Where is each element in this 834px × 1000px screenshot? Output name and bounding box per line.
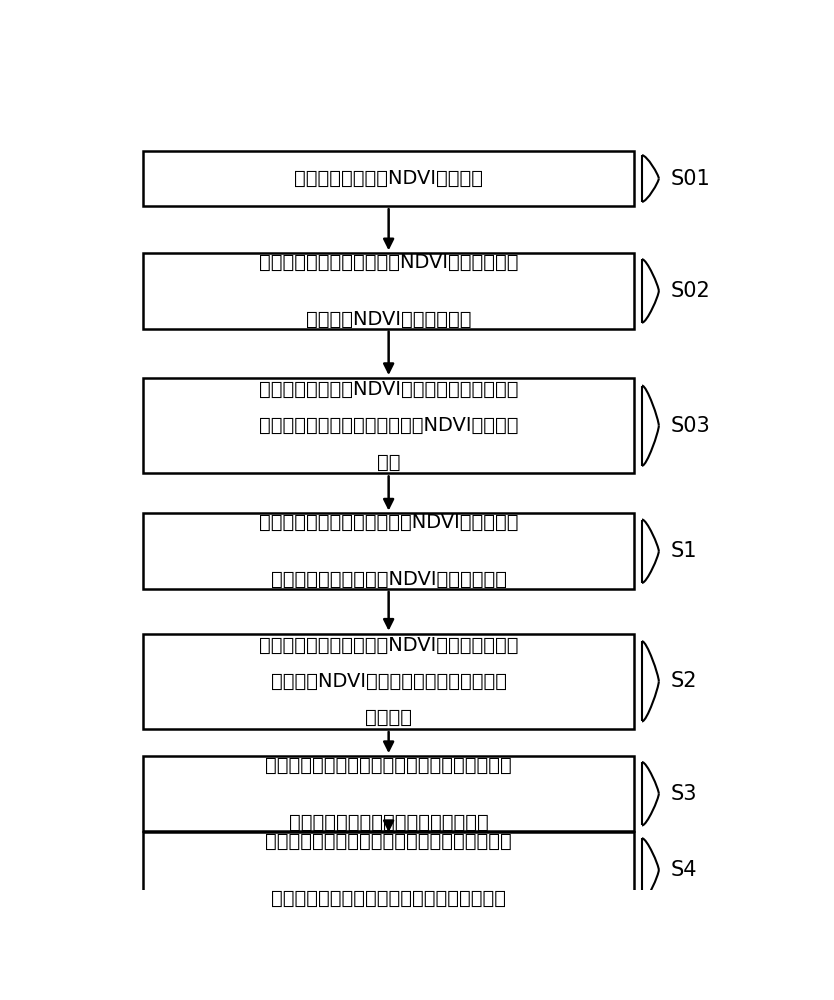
Text: 离进行加权处理，以得到目标曲线距离: 离进行加权处理，以得到目标曲线距离 bbox=[289, 813, 489, 832]
Text: S01: S01 bbox=[671, 169, 711, 189]
Text: 线与当前区域下的第一NDVI时间序列曲线: 线与当前区域下的第一NDVI时间序列曲线 bbox=[271, 570, 506, 589]
FancyBboxPatch shape bbox=[143, 756, 635, 831]
Text: 将处于预设数值范围内的所述目标曲线距离对应: 将处于预设数值范围内的所述目标曲线距离对应 bbox=[265, 832, 512, 851]
Text: S03: S03 bbox=[671, 416, 711, 436]
FancyBboxPatch shape bbox=[143, 634, 635, 729]
Text: S02: S02 bbox=[671, 281, 711, 301]
Text: S3: S3 bbox=[671, 784, 697, 804]
Text: 的像元划分为耕地像元，以进行耕地识别操作: 的像元划分为耕地像元，以进行耕地识别操作 bbox=[271, 889, 506, 908]
Text: 曲线距离: 曲线距离 bbox=[365, 708, 412, 727]
FancyBboxPatch shape bbox=[143, 832, 635, 908]
Text: 采样点，以得到耕地作物的参考NDVI时间序列: 采样点，以得到耕地作物的参考NDVI时间序列 bbox=[259, 416, 519, 435]
FancyBboxPatch shape bbox=[143, 378, 635, 473]
FancyBboxPatch shape bbox=[143, 513, 635, 589]
FancyBboxPatch shape bbox=[143, 151, 635, 206]
Text: S4: S4 bbox=[671, 860, 697, 880]
FancyBboxPatch shape bbox=[143, 253, 635, 329]
Text: S2: S2 bbox=[671, 671, 697, 691]
Text: 剔除所述初始耕地NDVI时间序列曲线中的预设: 剔除所述初始耕地NDVI时间序列曲线中的预设 bbox=[259, 380, 519, 399]
Text: 根据所述耕地采样点与所述NDVI时序影像确定: 根据所述耕地采样点与所述NDVI时序影像确定 bbox=[259, 253, 519, 272]
Text: 对所述待调整曲线距离中与生长期对应的曲线距: 对所述待调整曲线距离中与生长期对应的曲线距 bbox=[265, 756, 512, 775]
Text: 初始耕地NDVI时间序列曲线: 初始耕地NDVI时间序列曲线 bbox=[306, 310, 471, 329]
Text: 曲线: 曲线 bbox=[377, 452, 400, 471]
Text: 所述第一NDVI时间序列曲线之间的待调整: 所述第一NDVI时间序列曲线之间的待调整 bbox=[271, 672, 506, 691]
Text: 获取耕地作物的参考植被指数NDVI时间序列曲: 获取耕地作物的参考植被指数NDVI时间序列曲 bbox=[259, 513, 519, 532]
Text: 确定每个像元下所述参考NDVI时间序列曲线与: 确定每个像元下所述参考NDVI时间序列曲线与 bbox=[259, 636, 519, 655]
Text: S1: S1 bbox=[671, 541, 697, 561]
Text: 获取耕地采样点、NDVI时序影像: 获取耕地采样点、NDVI时序影像 bbox=[294, 169, 483, 188]
